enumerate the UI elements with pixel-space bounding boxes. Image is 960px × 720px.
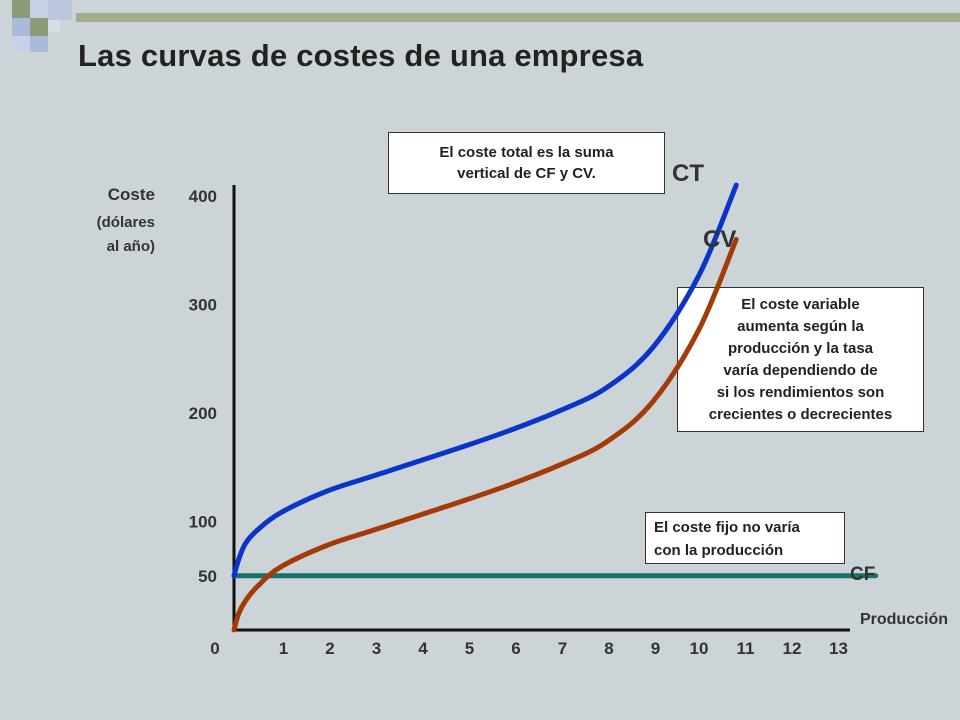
x-tick-label: 11: [737, 639, 755, 658]
note-line: varía dependiendo de: [723, 362, 878, 379]
series-label-cf: CF: [850, 564, 875, 585]
series-label-cv: CV: [703, 226, 736, 253]
slide-title: Las curvas de costes de una empresa: [78, 38, 644, 73]
x-tick-label: 2: [325, 639, 334, 658]
x-tick-label: 10: [690, 639, 709, 658]
note-total-cost: El coste total es la suma vertical de CF…: [388, 132, 665, 194]
x-tick-label: 12: [783, 639, 802, 658]
x-tick-label: 7: [558, 639, 567, 658]
y-axis-label-unit: (dólares: [96, 214, 155, 231]
note-line: si los rendimientos son: [716, 384, 885, 401]
y-tick-label: 100: [189, 513, 217, 532]
decor-square-blue: [30, 36, 48, 52]
x-tick-label: 5: [465, 639, 474, 658]
y-tick-label: 50: [198, 567, 217, 586]
note-line: con la producción: [654, 542, 784, 559]
note-line: crecientes o decrecientes: [708, 406, 893, 423]
decor-square-light: [30, 0, 48, 18]
y-axis-label-unit: al año): [106, 238, 155, 255]
note-line: aumenta según la: [737, 318, 864, 335]
note-line: vertical de CF y CV.: [457, 165, 596, 182]
decor-square-blue: [12, 18, 30, 36]
x-tick-label: 13: [829, 639, 848, 658]
x-axis-title: Producción: [860, 611, 948, 628]
x-tick-label: 9: [651, 639, 660, 658]
x-tick-label: 4: [418, 639, 428, 658]
x-tick-label: 8: [604, 639, 613, 658]
decor-square-dark: [30, 18, 48, 36]
series-line-cv: [231, 236, 739, 633]
decor-square-light: [48, 20, 60, 32]
series-line-ct: [231, 182, 739, 579]
x-tick-label: 3: [372, 639, 381, 658]
note-fixed-cost: El coste fijo no varía con la producción: [645, 512, 845, 564]
y-tick-label: 400: [189, 187, 217, 206]
x-tick-label: 6: [511, 639, 520, 658]
note-line: producción y la tasa: [727, 340, 874, 357]
x-tick-label: 1: [279, 639, 288, 658]
header-accent-bar: [76, 13, 960, 22]
y-tick-label: 300: [189, 296, 217, 315]
decor-square-dark: [12, 0, 30, 18]
decor-square-light: [48, 0, 72, 20]
note-line: El coste total es la suma: [439, 144, 614, 161]
y-tick-label: 200: [189, 404, 217, 423]
note-line: El coste fijo no varía: [654, 519, 800, 536]
series-label-ct: CT: [672, 160, 704, 187]
note-variable-cost: El coste variable aumenta según la produ…: [677, 287, 924, 432]
note-line: El coste variable: [741, 296, 860, 313]
x-tick-label: 0: [210, 639, 219, 658]
decor-square-light: [12, 36, 30, 52]
y-axis-label: Coste: [107, 185, 155, 204]
